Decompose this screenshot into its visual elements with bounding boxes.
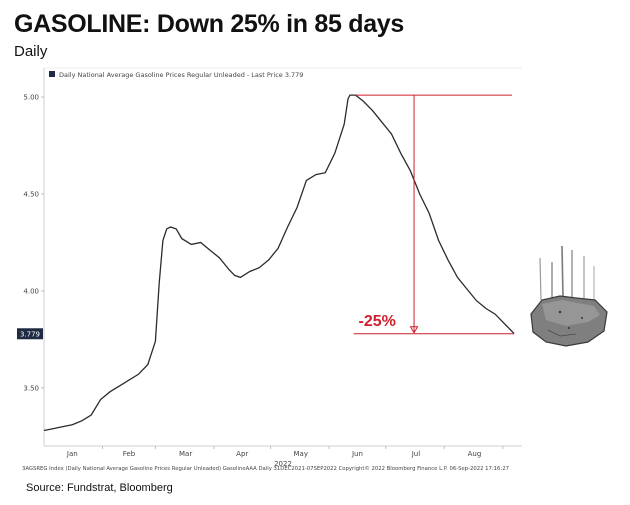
y-tick-label: 4.50: [23, 191, 39, 199]
y-axis: 3.50 4.00 4.50 5.00: [23, 94, 44, 392]
chart-legend: Daily National Average Gasoline Prices R…: [49, 71, 303, 79]
last-price-label: 3.779: [20, 330, 40, 338]
x-axis: Jan Feb Mar Apr May Jun Jul Aug: [66, 446, 504, 458]
y-tick-label: 3.50: [23, 384, 39, 392]
decline-annotation: -25%: [353, 94, 515, 335]
x-tick-label: May: [294, 450, 308, 458]
x-tick-label: Mar: [179, 450, 192, 458]
y-tick-label: 5.00: [23, 94, 39, 102]
x-tick-label: Apr: [236, 450, 248, 458]
bloomberg-footer-note: 3AGSREG Index (Daily National Average Ga…: [22, 465, 509, 472]
x-tick-label: Jul: [411, 450, 421, 458]
series-line-gasoline-price: [43, 94, 515, 432]
chart-frequency-label: Daily: [14, 43, 48, 60]
x-tick-label: Jan: [66, 450, 78, 458]
arrowhead-icon: [409, 326, 419, 334]
chart-frame: [43, 67, 522, 447]
source-note: Source: Fundstrat, Bloomberg: [26, 482, 173, 494]
falling-rock-icon: [530, 245, 608, 347]
y-tick-label: 4.00: [23, 287, 39, 295]
page-title: GASOLINE: Down 25% in 85 days: [14, 10, 405, 38]
x-axis-year-label: 2022: [274, 460, 292, 468]
x-tick-label: Feb: [123, 450, 136, 458]
last-price-badge: 3.779: [17, 328, 43, 340]
x-tick-label: Jun: [351, 450, 363, 458]
decline-percent-label: -25%: [359, 313, 396, 330]
x-tick-label: Aug: [468, 450, 482, 458]
legend-entry: Daily National Average Gasoline Prices R…: [59, 71, 303, 79]
legend-swatch: [49, 71, 55, 77]
